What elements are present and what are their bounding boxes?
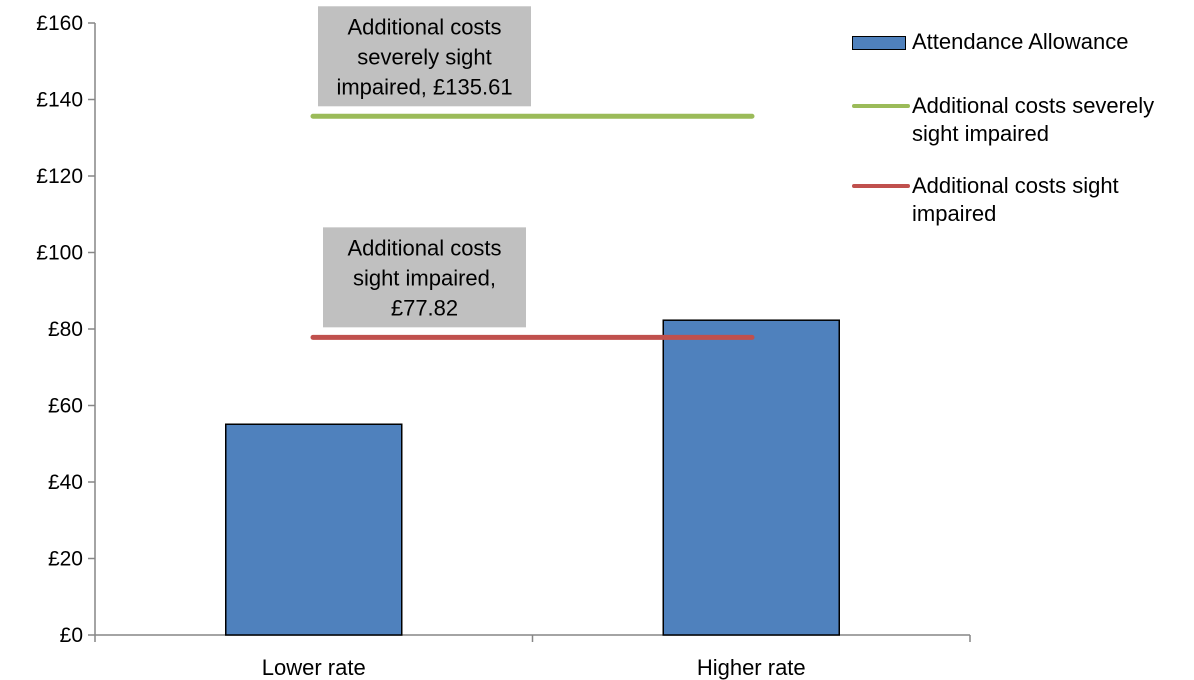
y-tick-label: £80 <box>48 318 83 341</box>
annotation-box <box>323 227 526 328</box>
legend-swatch-sight-impaired <box>852 184 910 188</box>
y-tick-label: £60 <box>48 395 83 418</box>
y-tick-label: £100 <box>36 242 83 265</box>
y-tick-label: £20 <box>48 548 83 571</box>
annotation-text: Additional costs <box>347 14 501 39</box>
y-tick-label: £0 <box>60 624 83 647</box>
legend: Attendance Allowance Additional costs se… <box>852 28 1192 236</box>
legend-item-attendance-allowance: Attendance Allowance <box>852 28 1192 64</box>
x-category-label: Lower rate <box>262 655 366 680</box>
legend-label-severely-sight-impaired: Additional costs severely sight impaired <box>912 93 1155 146</box>
y-tick-label: £160 <box>36 12 83 35</box>
y-tick-label: £40 <box>48 471 83 494</box>
annotation-text: Additional costs <box>347 235 501 260</box>
legend-label-sight-impaired: Additional costs sight impaired <box>912 173 1119 226</box>
annotation-text: sight impaired, <box>353 265 496 290</box>
legend-swatch-severely-sight-impaired <box>852 104 910 108</box>
legend-label-attendance-allowance: Attendance Allowance <box>912 29 1129 54</box>
legend-item-sight-impaired: Additional costs sight impaired <box>852 172 1192 236</box>
legend-item-severely-sight-impaired: Additional costs severely sight impaired <box>852 92 1192 172</box>
annotation-box <box>318 6 531 107</box>
annotation-text: impaired, £135.61 <box>336 74 512 99</box>
annotation-text: £77.82 <box>391 295 458 320</box>
y-tick-label: £120 <box>36 165 83 188</box>
legend-swatch-attendance-allowance <box>852 36 906 50</box>
bar <box>225 423 403 636</box>
y-tick-label: £140 <box>36 89 83 112</box>
bar <box>662 319 840 636</box>
annotation-text: severely sight <box>357 44 492 69</box>
x-category-label: Higher rate <box>697 655 806 680</box>
